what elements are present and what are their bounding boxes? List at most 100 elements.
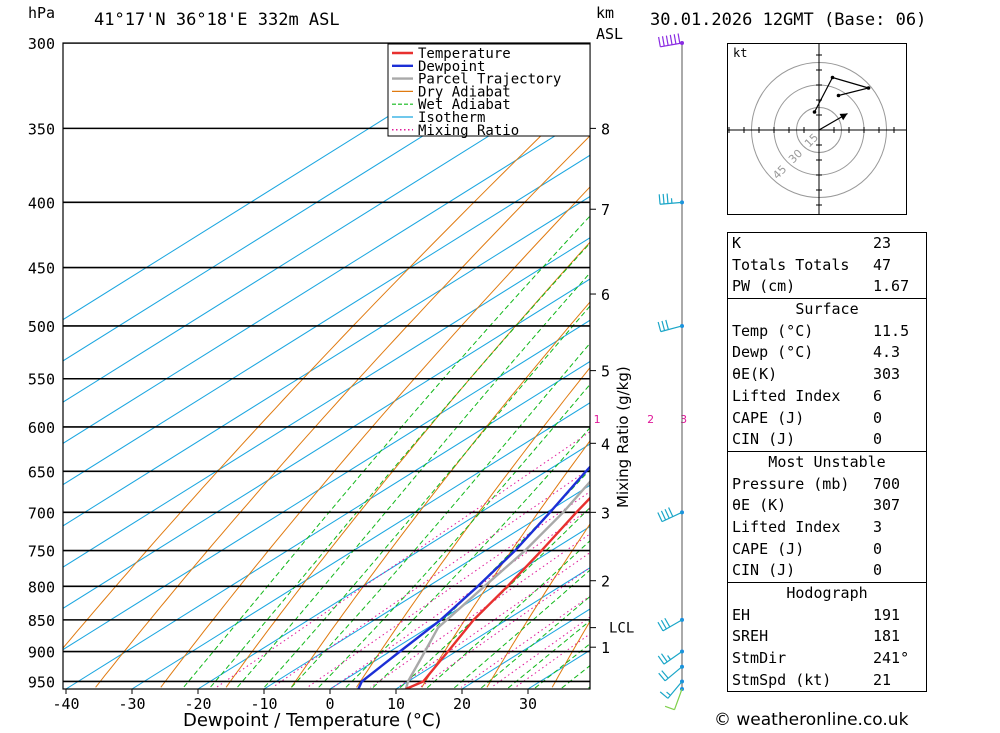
surface-label: CAPE (J): [732, 408, 805, 427]
legend-label: Isotherm: [418, 110, 485, 126]
dry-adiabat-line: [225, 241, 590, 688]
asl-unit-label: ASL: [596, 25, 624, 43]
height-tick-label: 3: [601, 504, 610, 522]
temperature-tick-label: 20: [453, 695, 471, 713]
height-tick-label: 8: [601, 120, 610, 138]
pressure-tick-label: 500: [28, 318, 55, 336]
skewt-chart: 3003504004505005506006507007508008509009…: [28, 33, 701, 713]
index-value: 47: [873, 255, 892, 274]
wet-adiabat-line: [289, 342, 590, 689]
dry-adiabat-line: [160, 186, 590, 688]
most-unstable-row: CAPE (J) 0: [728, 539, 926, 561]
height-tick-label: 5: [601, 363, 610, 381]
isotherm-line: [63, 113, 590, 444]
legend-label: Temperature: [418, 46, 511, 62]
surface-row: CIN (J) 0: [728, 429, 926, 451]
legend-label: Wet Adiabat: [418, 97, 511, 113]
surface-value: 0: [873, 408, 883, 427]
wind-barb: [657, 651, 683, 665]
wind-barb: [657, 507, 683, 523]
hodograph-point: [830, 75, 835, 80]
surface-row: θE(K) 303: [728, 364, 926, 386]
index-value: 23: [873, 234, 892, 252]
temperature-line: [405, 496, 590, 689]
hodograph-stat-value: 241°: [873, 649, 910, 668]
surface-value: 6: [873, 386, 883, 405]
mixing-ratio-label: 3: [680, 413, 687, 426]
hodograph-stat-value: 191: [873, 605, 901, 624]
wind-barb: [659, 681, 683, 699]
wet-adiabat-line: [370, 469, 590, 689]
hodograph-stat-label: EH: [732, 605, 751, 624]
most-unstable-label: CIN (J): [732, 561, 796, 580]
wet-adiabat-line: [208, 242, 590, 689]
legend-label: Dewpoint: [418, 59, 485, 75]
surface-label: Dewp (°C): [732, 343, 814, 362]
pressure-tick-label: 900: [28, 644, 55, 662]
wet-adiabat-line: [397, 506, 590, 689]
pressure-tick-label: 450: [28, 260, 55, 278]
hodograph-stat-label: StmDir: [732, 649, 787, 668]
x-axis-label: Dewpoint / Temperature (°C): [183, 710, 442, 731]
index-label: PW (cm): [732, 277, 796, 296]
dry-adiabat-line: [290, 301, 590, 688]
dewpoint-line: [357, 465, 590, 689]
pressure-tick-label: 550: [28, 371, 55, 389]
wet-adiabat-line: [262, 305, 590, 689]
height-tick-label: 6: [601, 286, 610, 304]
isotherm-line: [660, 43, 700, 689]
wet-adiabat-line: [452, 569, 590, 689]
dry-adiabat-line: [95, 135, 590, 688]
temperature-tick-label: -30: [118, 695, 145, 713]
hodograph-unit: kt: [733, 46, 748, 60]
most-unstable-value: 0: [873, 539, 883, 558]
most-unstable-row: Lifted Index 3: [728, 517, 926, 539]
isotherm-line: [63, 195, 590, 527]
hodograph-stat-row: EH 191: [728, 605, 926, 627]
surface-value: 4.3: [873, 343, 901, 362]
most-unstable-row: θE (K) 307: [728, 495, 926, 517]
temperature-tick-label: -40: [52, 695, 79, 713]
most-unstable-label: Lifted Index: [732, 517, 841, 536]
mixing-ratio-axis-label: Mixing Ratio (g/kg): [614, 366, 632, 508]
wind-barb: [658, 666, 683, 682]
hodograph-panel: kt 15 30 45: [727, 43, 907, 215]
pressure-tick-label: 700: [28, 504, 55, 522]
wet-adiabat-line: [506, 620, 590, 689]
most-unstable-value: 307: [873, 496, 901, 515]
surface-label: CIN (J): [732, 430, 796, 449]
surface-row: Temp (°C) 11.5: [728, 321, 926, 343]
legend-label: Parcel Trajectory: [418, 72, 561, 88]
mixing-ratio-label: 2: [647, 413, 654, 426]
wind-barb: [658, 193, 683, 205]
surface-label: θE(K): [732, 365, 778, 384]
isotherm-line: [63, 43, 506, 321]
wind-barb: [664, 688, 683, 711]
hodograph-stat-row: SREH 181: [728, 626, 926, 648]
temperature-tick-label: 10: [387, 695, 405, 713]
surface-label: Lifted Index: [732, 386, 841, 405]
hodograph-point: [866, 86, 871, 90]
dry-adiabat-line: [421, 440, 590, 688]
index-label: K: [732, 234, 742, 252]
temperature-tick-label: -20: [184, 695, 211, 713]
pressure-tick-label: 750: [28, 543, 55, 561]
dry-adiabat-line: [618, 43, 701, 687]
dry-adiabat-line: [551, 620, 590, 688]
wet-adiabat-line: [343, 427, 590, 689]
pressure-tick-label: 300: [28, 35, 55, 53]
pressure-tick-label: 850: [28, 612, 55, 630]
surface-section: Surface Temp (°C) 11.5 Dewp (°C) 4.3 θE(K) 30…: [728, 298, 926, 451]
mixing-ratio-line: [216, 431, 590, 688]
hodograph-trace: [813, 76, 871, 113]
credit-text: © weatheronline.co.uk: [714, 710, 909, 730]
surface-row: Lifted Index 6: [728, 386, 926, 408]
storm-motion-arrowhead: [839, 113, 848, 121]
wind-barb: [657, 617, 683, 632]
isotherm-line: [63, 154, 590, 486]
index-label: Totals Totals: [732, 255, 850, 274]
wind-barb: [657, 319, 683, 333]
isotherm-line: [63, 319, 590, 651]
hodograph-stat-value: 21: [873, 670, 892, 689]
